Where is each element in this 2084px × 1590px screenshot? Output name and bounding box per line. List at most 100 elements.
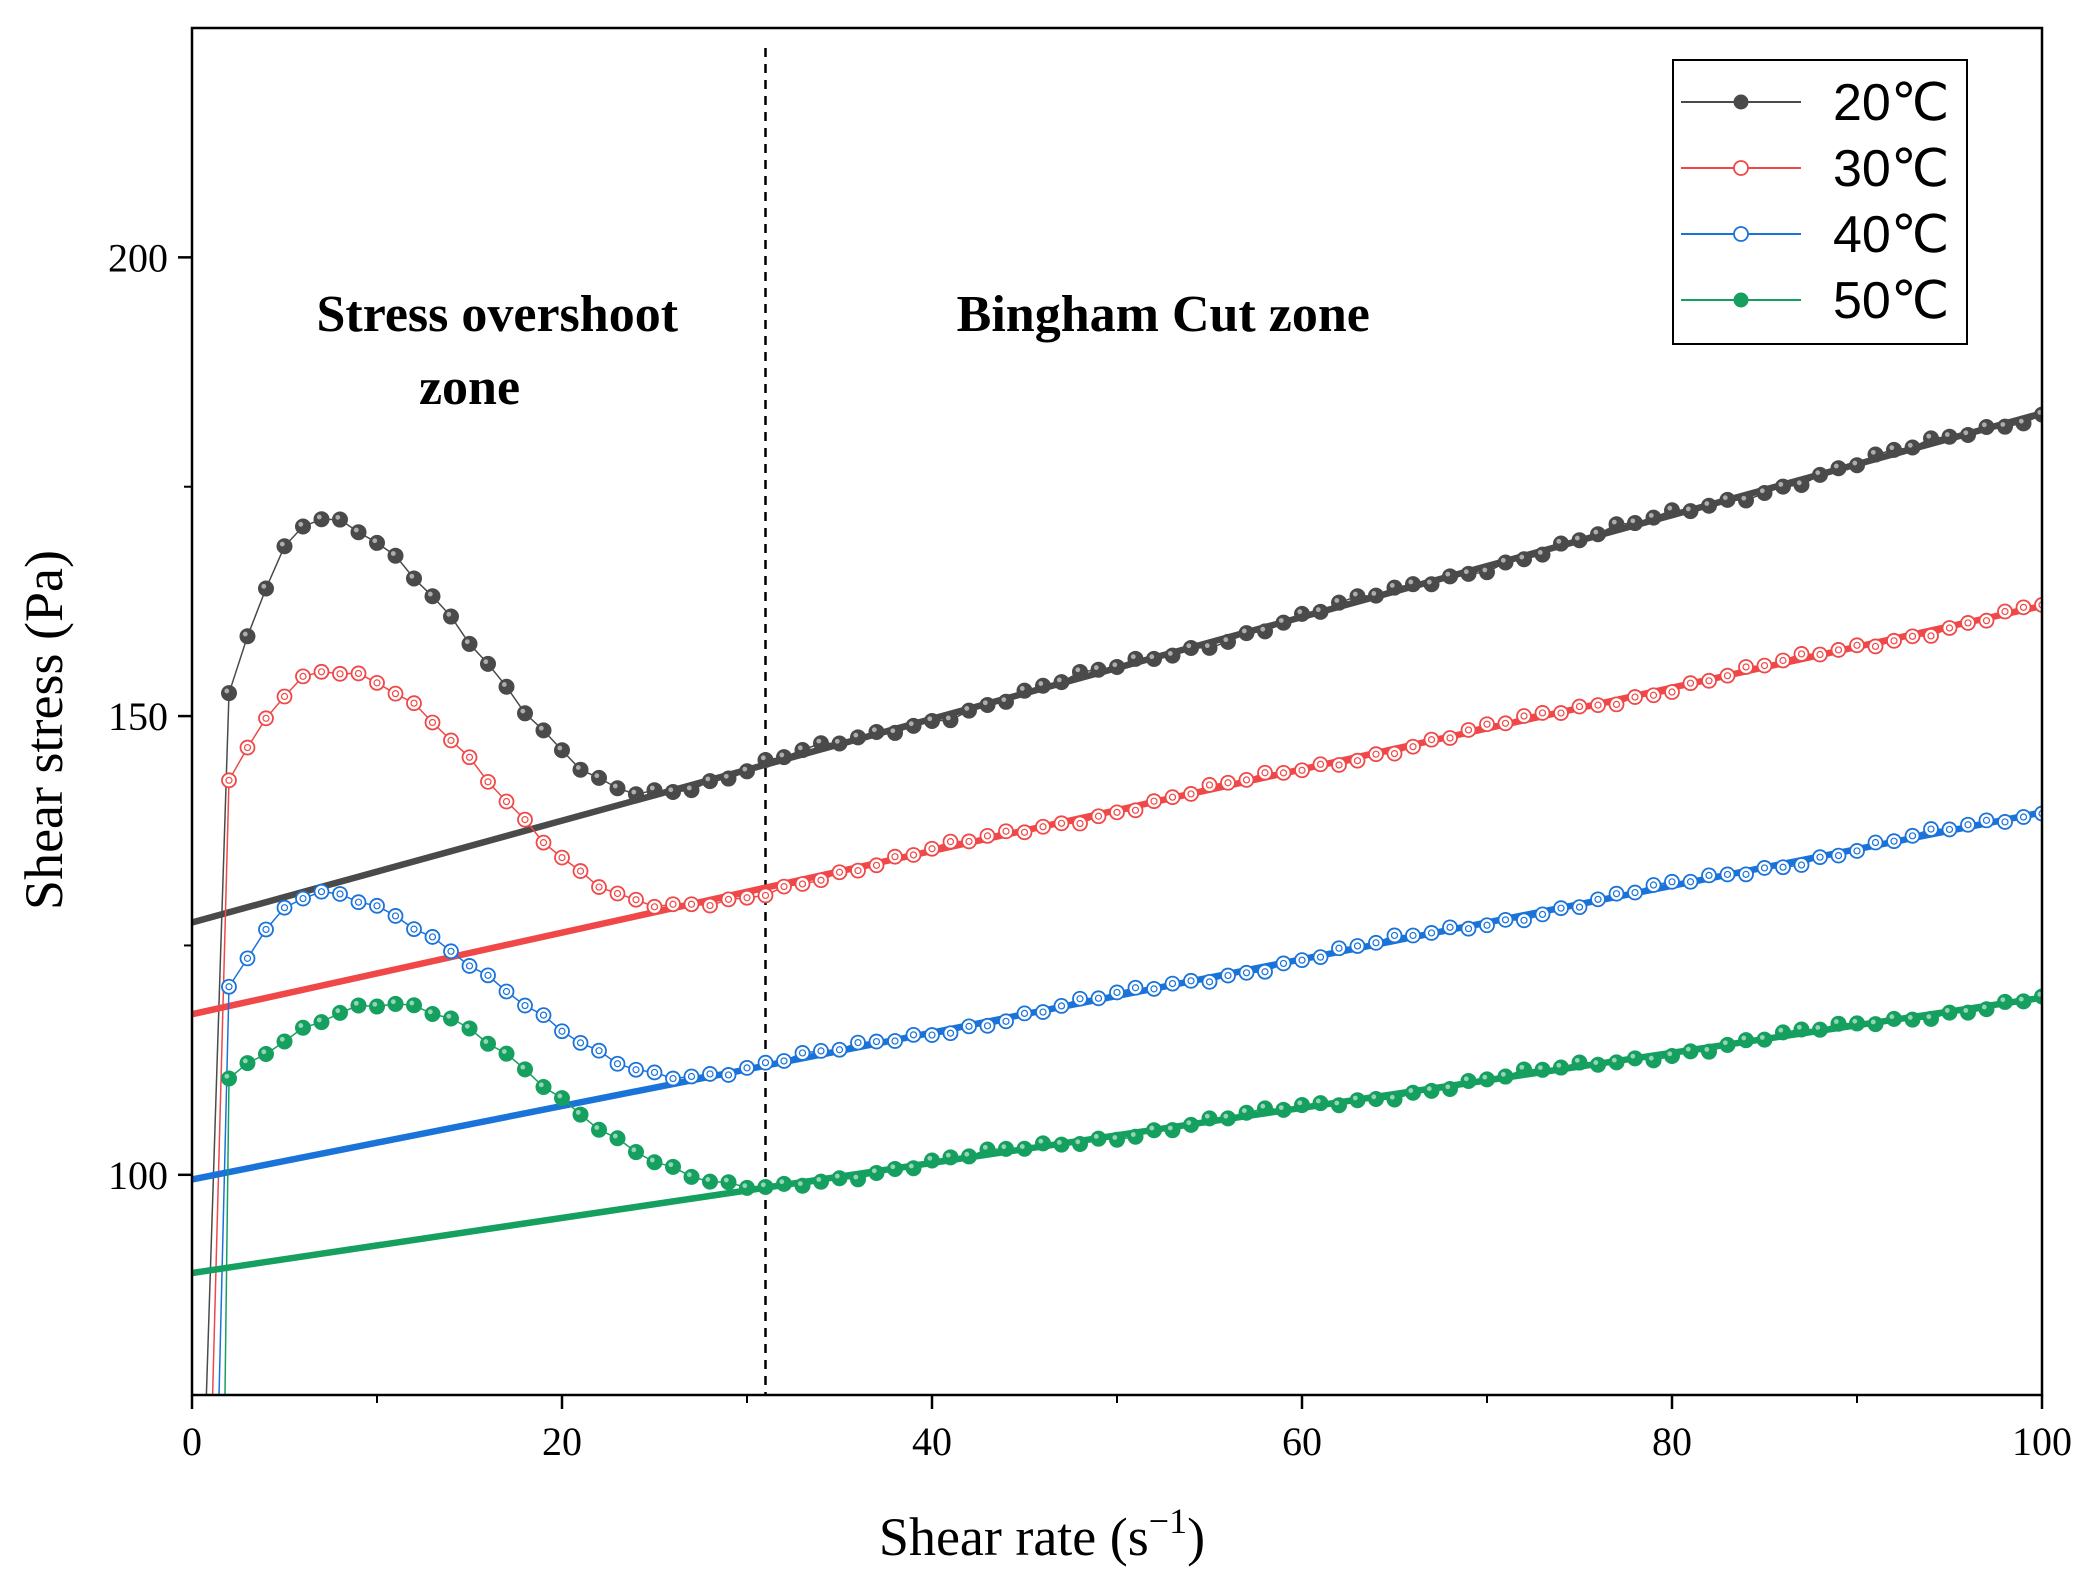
data-point-inner	[1575, 702, 1584, 711]
data-point	[1904, 1011, 1921, 1028]
data-point-highlight	[1926, 1014, 1932, 1020]
data-point	[517, 705, 533, 722]
data-point-inner	[410, 925, 418, 933]
x-tick-label: 80	[1652, 1419, 1692, 1464]
data-point	[609, 1130, 626, 1147]
data-point	[1072, 663, 1088, 680]
data-point-highlight	[686, 785, 692, 791]
data-point-highlight	[1445, 571, 1451, 577]
data-point	[1830, 460, 1847, 477]
data-point	[424, 1005, 441, 1022]
data-point-highlight	[1241, 1108, 1247, 1113]
data-point	[813, 872, 829, 889]
data-point-highlight	[612, 1133, 618, 1139]
data-point-highlight	[853, 1174, 859, 1180]
data-point-highlight	[483, 659, 489, 665]
data-point	[1294, 605, 1310, 622]
data-point	[1368, 1090, 1384, 1107]
data-point-highlight	[1574, 535, 1580, 541]
data-point-inner	[743, 1064, 751, 1072]
data-point	[998, 1140, 1014, 1157]
data-point-inner	[317, 888, 326, 896]
data-point	[887, 1160, 903, 1177]
data-point-inner	[1187, 790, 1195, 798]
data-point	[1016, 1005, 1033, 1022]
data-point	[1016, 682, 1033, 699]
data-point	[683, 1068, 700, 1085]
data-point-inner	[484, 971, 492, 979]
data-point-inner	[1834, 646, 1843, 654]
data-point	[702, 1066, 718, 1082]
data-point	[276, 1033, 293, 1050]
data-point-highlight	[1685, 506, 1691, 512]
data-point	[517, 1061, 533, 1078]
data-point	[1553, 900, 1569, 917]
data-point-inner	[1057, 819, 1066, 827]
data-point	[1479, 917, 1495, 934]
data-point	[313, 511, 330, 528]
data-point-highlight	[1297, 609, 1303, 615]
data-point	[332, 886, 348, 902]
data-point	[850, 1034, 866, 1051]
data-point-inner	[1261, 769, 1269, 777]
data-point-highlight	[242, 1058, 248, 1064]
data-point-highlight	[1630, 1053, 1636, 1059]
data-point-highlight	[1667, 1051, 1673, 1057]
data-point-highlight	[1371, 1094, 1377, 1100]
data-point-highlight	[427, 591, 433, 597]
data-point	[868, 857, 885, 874]
data-point-inner	[410, 699, 418, 707]
data-point	[1608, 1054, 1625, 1071]
data-point-inner	[1298, 766, 1306, 774]
data-point	[831, 735, 848, 752]
data-point	[1571, 532, 1588, 549]
data-point-inner	[706, 901, 714, 910]
data-point	[1923, 430, 1939, 447]
data-point	[739, 763, 755, 780]
data-point-highlight	[557, 1093, 563, 1099]
data-point	[813, 735, 829, 752]
data-point-inner	[1705, 677, 1713, 685]
data-point	[720, 891, 737, 908]
data-point-inner	[1594, 895, 1602, 903]
data-point-inner	[1057, 1002, 1066, 1010]
data-point-inner	[872, 1037, 881, 1046]
data-point-inner	[1409, 743, 1417, 751]
data-point	[1664, 684, 1680, 700]
data-point	[369, 897, 385, 914]
data-point	[1275, 1101, 1292, 1118]
data-point	[1553, 705, 1569, 721]
data-point-inner	[1150, 797, 1158, 805]
data-point-highlight	[1278, 618, 1284, 623]
data-point	[628, 1144, 644, 1161]
data-point	[1627, 515, 1643, 532]
data-point-inner	[1372, 750, 1380, 758]
data-point	[1960, 1004, 1976, 1021]
data-point-highlight	[927, 716, 933, 722]
y-tick-label: 100	[108, 1153, 168, 1198]
data-point	[1442, 568, 1458, 585]
data-point	[942, 833, 959, 850]
data-point-inner	[761, 891, 770, 900]
data-point	[1423, 576, 1440, 593]
data-point-highlight	[1334, 1100, 1340, 1106]
data-point	[1109, 984, 1125, 1001]
data-point	[276, 538, 293, 555]
data-point	[461, 1020, 478, 1037]
data-point-inner	[373, 902, 381, 910]
data-point-inner	[891, 1037, 899, 1045]
data-point-inner	[1464, 925, 1473, 933]
data-point-highlight	[612, 783, 618, 789]
data-point	[942, 1025, 959, 1042]
data-point-highlight	[1704, 501, 1710, 506]
data-point-highlight	[353, 1000, 359, 1006]
data-point	[905, 717, 922, 734]
data-point	[387, 908, 404, 924]
data-point	[1479, 716, 1495, 733]
data-point-inner	[1705, 871, 1713, 880]
data-point	[1664, 502, 1680, 519]
data-point	[831, 864, 848, 881]
data-point	[1109, 658, 1125, 675]
data-point-highlight	[1963, 430, 1969, 436]
legend-label: 50℃	[1833, 272, 1949, 330]
